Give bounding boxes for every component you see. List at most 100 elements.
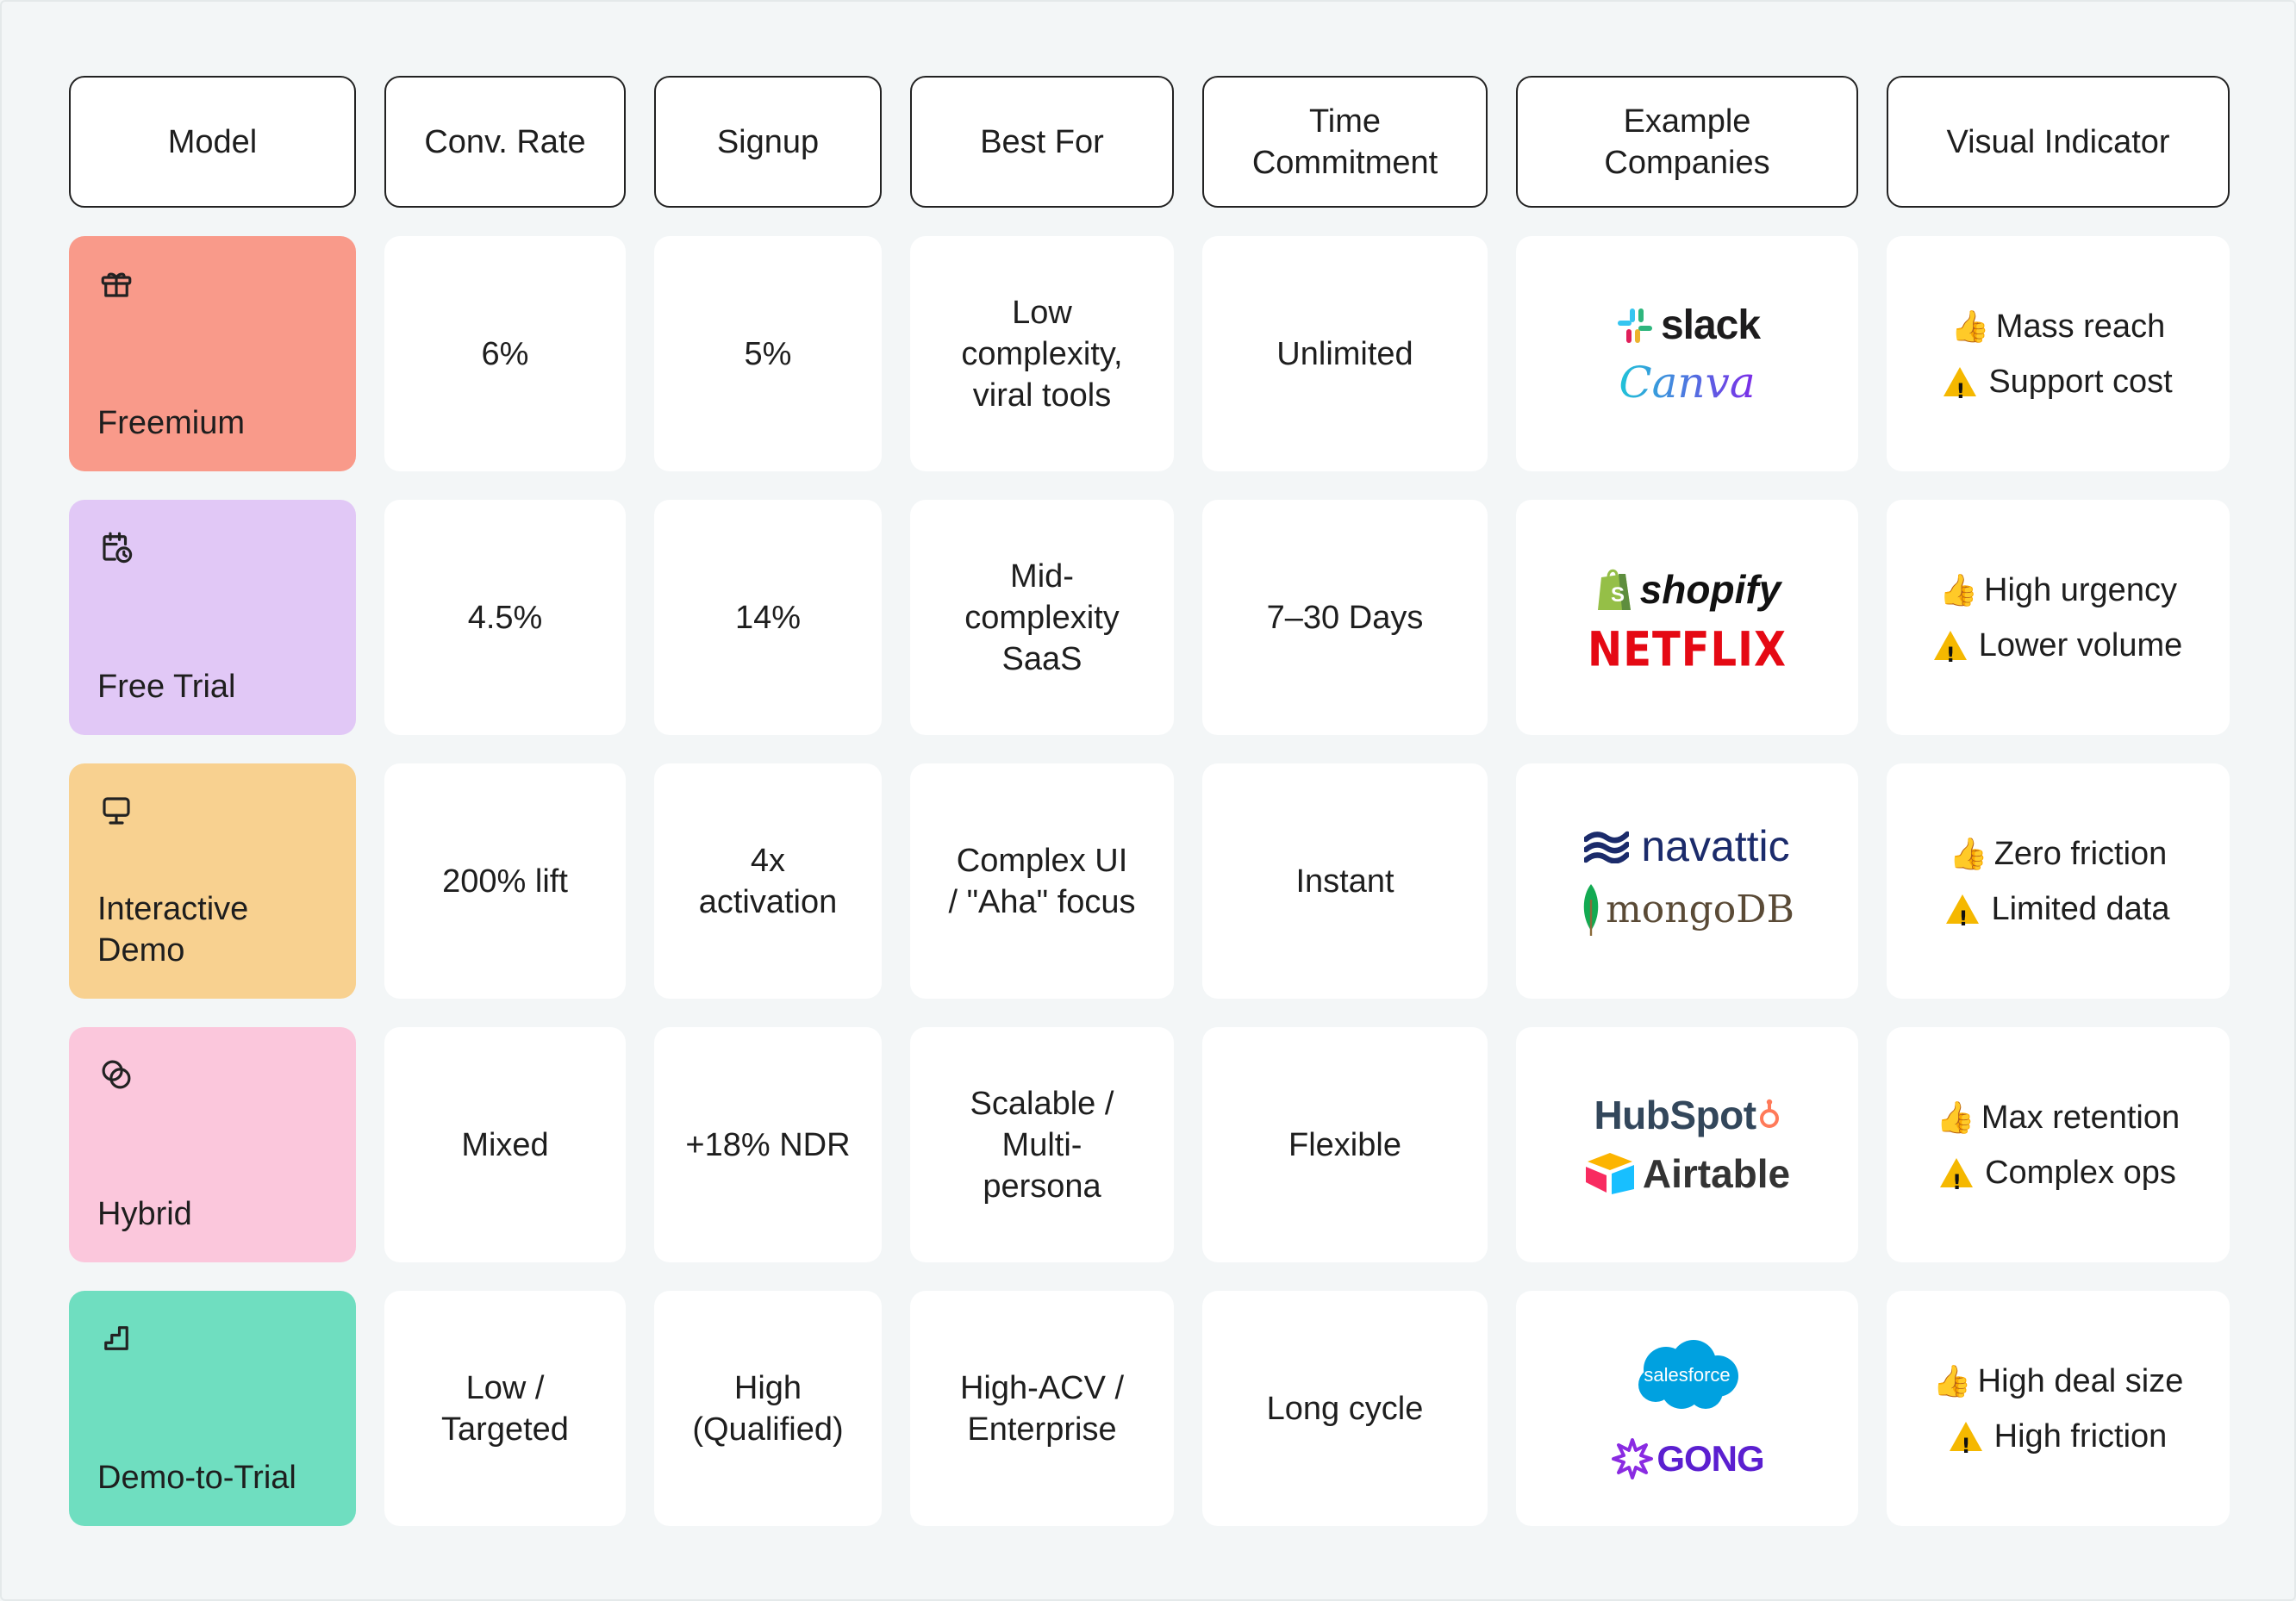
mongodb-wordmark: mongoDB: [1606, 887, 1794, 931]
mongodb-logo: mongoDB: [1580, 882, 1794, 938]
warning-icon: [1946, 894, 1980, 939]
salesforce-wordmark: salesforce: [1644, 1363, 1731, 1386]
comparison-table: Model Conv. Rate Signup Best For Time Co…: [69, 76, 2230, 1526]
con-text: Complex ops: [1985, 1154, 2176, 1191]
signup-cell: 14%: [654, 500, 882, 735]
navattic-wordmark: navattic: [1641, 821, 1790, 870]
thumbs-up-icon: 👍: [1939, 571, 1978, 607]
hubspot-wordmark: HubSpot: [1594, 1092, 1756, 1137]
time-cell: Instant: [1202, 763, 1488, 999]
companies-cell: S shopify NETFLIX: [1516, 500, 1858, 735]
model-cell-free-trial: Free Trial: [69, 500, 356, 735]
airtable-logo: Airtable: [1584, 1151, 1790, 1196]
mongodb-leaf-icon: [1583, 883, 1599, 936]
companies-cell: HubSpot Airtable: [1516, 1027, 1858, 1262]
thumbs-up-icon: 👍: [1949, 835, 1988, 871]
signup-value: +18% NDR: [685, 1126, 851, 1163]
airtable-wordmark: Airtable: [1642, 1150, 1791, 1196]
model-label: Hybrid: [97, 1196, 192, 1232]
navattic-waves-icon: [1584, 831, 1630, 863]
airtable-icon: [1585, 1152, 1634, 1194]
indicator-cell: 👍Mass reach Support cost: [1887, 236, 2230, 471]
signup-value: 5%: [744, 335, 792, 372]
indicator-pro: 👍 High urgency: [1939, 570, 2177, 611]
signup-value: 4x activation: [698, 842, 838, 920]
pro-text: Max retention: [1981, 1099, 2181, 1136]
companies-cell: navattic mongoDB: [1516, 763, 1858, 999]
model-cell-hybrid: Hybrid: [69, 1027, 356, 1262]
header-label: Model: [167, 123, 258, 160]
hubspot-logo: HubSpot: [1594, 1094, 1780, 1136]
conv-rate-cell: 4.5%: [384, 500, 626, 735]
netflix-logo: NETFLIX: [1588, 626, 1787, 673]
time-value: Flexible: [1288, 1126, 1401, 1163]
warning-icon: [1933, 630, 1967, 676]
salesforce-cloud-icon: [1638, 1339, 1738, 1409]
header-label: Example Companies: [1604, 103, 1770, 181]
indicator-pro: 👍 Zero friction: [1950, 833, 2168, 875]
time-value: Long cycle: [1266, 1390, 1424, 1427]
companies-cell: salesforce GONG: [1516, 1291, 1858, 1526]
conv-rate-value: 6%: [481, 335, 529, 372]
indicator-con: Support cost: [1943, 361, 2173, 412]
pro-text: Mass reach: [1995, 308, 2166, 345]
conv-rate-cell: 6%: [384, 236, 626, 471]
conv-rate-cell: 200% lift: [384, 763, 626, 999]
time-value: Instant: [1295, 863, 1394, 900]
header-signup: Signup: [654, 76, 882, 208]
gift-icon: [101, 272, 132, 297]
monitor-icon: [103, 797, 130, 825]
signup-value: 14%: [734, 599, 802, 636]
header-best-for: Best For: [910, 76, 1174, 208]
indicator-con: Limited data: [1946, 888, 2170, 939]
signup-value: High (Qualified): [692, 1369, 844, 1448]
signup-cell: High (Qualified): [654, 1291, 882, 1526]
salesforce-logo: salesforce: [1632, 1336, 1744, 1414]
gong-wordmark: GONG: [1656, 1437, 1764, 1479]
indicator-con: Complex ops: [1940, 1152, 2176, 1203]
header-model: Model: [69, 76, 356, 208]
canva-logo: Canva: [1619, 361, 1755, 404]
indicator-pro: 👍 Max retention: [1937, 1097, 2180, 1138]
conv-rate-value: Low / Targeted: [441, 1369, 569, 1448]
gong-burst-icon: [1612, 1437, 1654, 1480]
con-text: High friction: [1993, 1417, 2168, 1455]
con-text: Support cost: [1988, 363, 2173, 400]
model-cell-demo-to-trial: Demo-to-Trial: [69, 1291, 356, 1526]
time-cell: Unlimited: [1202, 236, 1488, 471]
signup-cell: 5%: [654, 236, 882, 471]
conv-rate-cell: Low / Targeted: [384, 1291, 626, 1526]
conv-rate-value: 200% lift: [442, 863, 568, 900]
slack-wordmark: slack: [1660, 302, 1761, 348]
navattic-logo: navattic: [1584, 821, 1790, 870]
indicator-cell: 👍High urgency Lower volume: [1887, 500, 2230, 735]
time-value: Unlimited: [1276, 335, 1413, 372]
slack-logo: slack: [1614, 302, 1761, 348]
best-for-cell: Scalable / Multi- persona: [910, 1027, 1174, 1262]
best-for-cell: Low complexity, viral tools: [910, 236, 1174, 471]
indicator-con: Lower volume: [1933, 625, 2183, 676]
indicator-cell: 👍Max retention Complex ops: [1887, 1027, 2230, 1262]
companies-cell: slack Canva: [1516, 236, 1858, 471]
pro-text: Zero friction: [1993, 835, 2168, 872]
warning-icon: [1943, 366, 1977, 412]
indicator-con: High friction: [1949, 1416, 2168, 1467]
model-label: Demo-to-Trial: [97, 1460, 296, 1496]
header-label: Conv. Rate: [424, 123, 586, 160]
best-for-value: High-ACV / Enterprise: [959, 1369, 1125, 1448]
shopify-bag-icon: S: [1597, 569, 1631, 610]
header-label: Signup: [716, 123, 820, 160]
model-label: Interactive Demo: [97, 891, 249, 969]
con-text: Lower volume: [1978, 626, 2183, 663]
header-label: Best For: [980, 123, 1104, 160]
warning-icon: [1940, 1157, 1974, 1203]
best-for-cell: High-ACV / Enterprise: [910, 1291, 1174, 1526]
model-label: Free Trial: [97, 669, 236, 705]
calendar-clock-icon: [103, 532, 133, 564]
indicator-cell: 👍Zero friction Limited data: [1887, 763, 2230, 999]
best-for-value: Complex UI / "Aha" focus: [948, 842, 1136, 920]
overlap-circles-icon: [102, 1060, 131, 1089]
best-for-value: Scalable / Multi- persona: [970, 1085, 1114, 1205]
shopify-logo: S shopify: [1594, 565, 1781, 614]
